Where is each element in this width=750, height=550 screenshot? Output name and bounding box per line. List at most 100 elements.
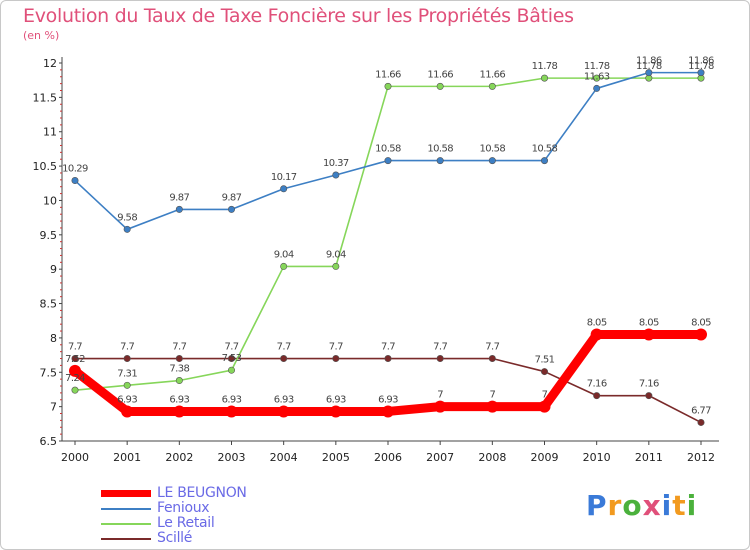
data-point-le-retail: [488, 82, 496, 90]
data-point-fenioux: [488, 157, 496, 165]
data-label-fenioux: 11.86: [688, 56, 714, 67]
y-tick-label: 6.5: [40, 435, 58, 448]
data-point-fenioux: [645, 69, 653, 77]
data-point-le-beugnon: [642, 328, 655, 341]
data-label-le-retail: 7.53: [222, 353, 242, 364]
data-label-scille: 7.7: [485, 342, 499, 353]
data-point-le-beugnon: [121, 405, 134, 418]
y-tick-label: 8.5: [40, 298, 58, 311]
data-label-scille: 7.7: [381, 342, 395, 353]
data-point-scille: [436, 355, 444, 363]
y-tick-label: 10: [43, 194, 57, 207]
data-point-scille: [540, 368, 548, 376]
y-tick-label: 12: [43, 57, 57, 70]
data-point-le-retail: [593, 74, 601, 82]
data-point-scille: [175, 355, 183, 363]
data-point-le-retail: [436, 82, 444, 90]
data-point-fenioux: [540, 157, 548, 165]
data-label-fenioux: 11.86: [636, 56, 662, 67]
data-point-le-beugnon: [382, 405, 394, 418]
logo-letter: P: [586, 489, 608, 522]
data-point-le-retail: [540, 74, 548, 82]
data-label-le-beugnon: 8.05: [587, 317, 607, 328]
data-label-le-beugnon: 6.93: [117, 394, 137, 405]
data-label-le-retail: 7.31: [117, 368, 137, 379]
data-label-le-beugnon: 6.93: [378, 394, 398, 405]
y-tick-label: 9.5: [40, 229, 58, 242]
proxiti-logo[interactable]: Proxiti: [586, 489, 697, 522]
data-label-scille: 7.51: [535, 355, 555, 366]
data-label-scille: 7.7: [329, 342, 343, 353]
chart-title: Evolution du Taux de Taxe Foncière sur l…: [23, 5, 574, 27]
data-label-le-beugnon: 8.05: [691, 317, 711, 328]
data-label-le-beugnon: 6.93: [326, 394, 346, 405]
data-point-le-beugnon: [486, 400, 499, 413]
data-label-fenioux: 10.58: [427, 144, 453, 155]
logo-letter: o: [622, 489, 643, 522]
data-point-fenioux: [384, 157, 392, 165]
data-point-le-retail: [280, 262, 288, 270]
data-point-scille: [280, 355, 288, 363]
data-label-le-beugnon: 7.52: [65, 354, 85, 365]
data-point-fenioux: [280, 185, 288, 193]
data-point-scille: [645, 392, 653, 400]
data-point-fenioux: [436, 157, 444, 165]
data-point-scille: [488, 355, 496, 363]
data-label-le-retail: 11.66: [480, 69, 506, 80]
x-tick-label: 2010: [583, 451, 611, 464]
data-label-le-retail: 11.78: [532, 61, 558, 72]
data-point-le-beugnon: [173, 405, 186, 418]
data-label-le-retail: 11.66: [427, 69, 453, 80]
data-point-le-retail: [71, 386, 79, 394]
data-label-le-retail: 7.38: [169, 364, 189, 375]
data-point-le-beugnon: [434, 400, 447, 413]
chart-unit-label: (en %): [23, 29, 60, 42]
y-tick-label: 9: [50, 263, 57, 276]
x-tick-label: 2004: [270, 451, 298, 464]
data-label-fenioux: 10.29: [62, 164, 88, 175]
data-point-le-beugnon: [590, 328, 603, 341]
data-point-le-beugnon: [225, 405, 238, 418]
data-label-fenioux: 10.58: [480, 144, 506, 155]
legend-swatch-fenioux: [101, 508, 151, 510]
legend-swatch-scille: [101, 538, 151, 540]
data-point-scille: [697, 418, 705, 426]
chart-axes: 6.5 7 7.5 8 8.5 9 9.5 10 10.5 11 11.5 12 2000 2001 200…: [33, 57, 719, 464]
data-point-le-beugnon: [538, 400, 551, 413]
data-point-fenioux: [593, 84, 601, 92]
logo-letter: i: [661, 489, 673, 522]
data-label-le-retail: 9.04: [274, 249, 294, 260]
data-label-fenioux: 9.87: [169, 192, 189, 203]
data-point-le-retail: [228, 366, 236, 374]
data-label-fenioux: 10.58: [532, 144, 558, 155]
y-tick-label: 11.5: [33, 91, 58, 104]
data-label-le-retail: 11.66: [375, 69, 401, 80]
data-label-le-beugnon: 8.05: [639, 317, 659, 328]
legend-swatch-le-retail: [101, 523, 151, 525]
x-tick-label: 2009: [531, 451, 559, 464]
data-point-fenioux: [175, 205, 183, 213]
legend-swatch-le-beugnon: [101, 490, 151, 497]
data-point-scille: [593, 392, 601, 400]
data-label-le-retail: 11.78: [584, 61, 610, 72]
data-label-scille: 7.7: [120, 342, 134, 353]
data-label-scille: 7.16: [587, 379, 607, 390]
data-point-le-retail: [384, 82, 392, 90]
y-tick-label: 8: [50, 332, 57, 345]
legend-label-fenioux: Fenioux: [157, 500, 210, 516]
logo-letter: i: [686, 489, 698, 522]
data-point-fenioux: [71, 177, 79, 185]
data-label-scille: 7.7: [224, 342, 238, 353]
data-label-scille: 7.7: [433, 342, 447, 353]
data-label-le-retail: 11.78: [688, 61, 714, 72]
x-tick-label: 2006: [374, 451, 402, 464]
data-label-scille: 6.77: [691, 405, 711, 416]
x-tick-label: 2003: [218, 451, 246, 464]
data-point-scille: [123, 355, 131, 363]
x-tick-label: 2012: [687, 451, 715, 464]
data-label-le-beugnon: 7: [542, 390, 548, 401]
data-label-le-beugnon: 6.93: [274, 394, 294, 405]
data-label-le-retail: 9.04: [326, 249, 346, 260]
